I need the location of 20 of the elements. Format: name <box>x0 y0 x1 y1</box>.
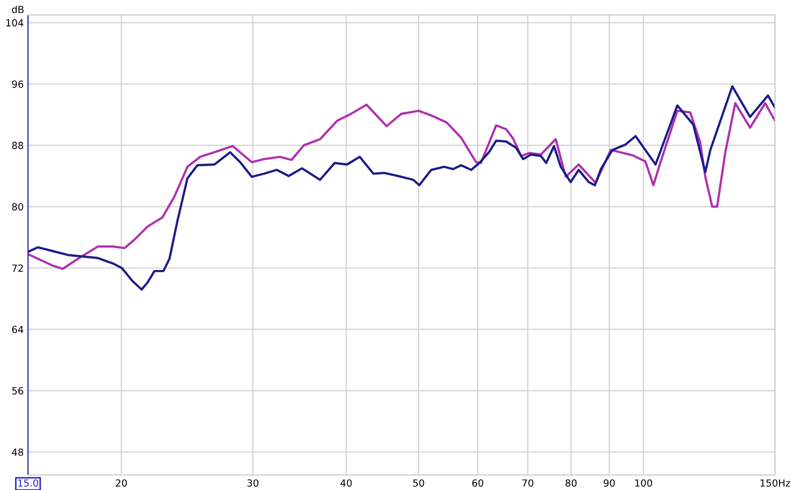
y-tick-label: 80 <box>12 203 24 210</box>
x-tick-label: 80 <box>566 479 577 487</box>
x-tick-label: 100 <box>635 479 652 487</box>
x-tick-label: 30 <box>247 479 258 487</box>
y-tick-label: 104 <box>6 19 24 26</box>
x-tick-label: 20 <box>116 479 127 487</box>
x-tick-label: 70 <box>522 479 534 487</box>
x-tick-label: 90 <box>604 479 615 487</box>
y-tick-label: 96 <box>12 80 24 88</box>
y-tick-label: 48 <box>12 448 24 456</box>
y-axis-title: dB <box>12 6 24 14</box>
x-tick-label: 60 <box>472 479 484 487</box>
y-tick-label: 64 <box>12 326 24 334</box>
x-tick-label: 150Hz <box>760 479 790 487</box>
y-tick-label: 56 <box>12 387 24 394</box>
x-tick-label: 15.0 <box>18 479 38 487</box>
x-tick-label: 40 <box>340 479 352 487</box>
y-tick-label: 72 <box>12 264 23 272</box>
x-tick-label: 50 <box>413 479 424 487</box>
y-tick-label: 88 <box>12 142 24 150</box>
